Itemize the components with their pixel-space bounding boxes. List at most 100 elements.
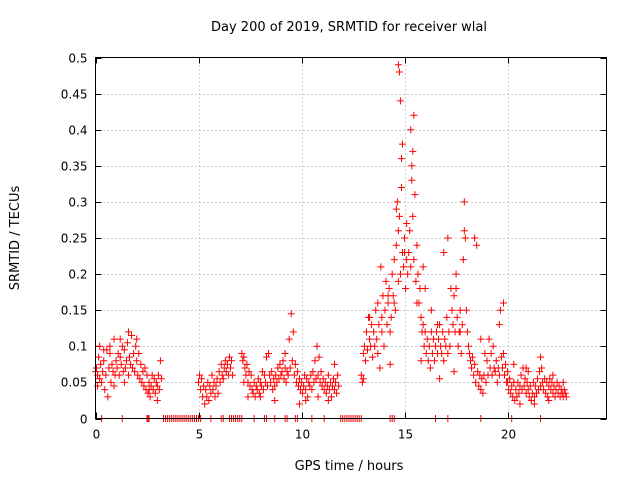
data-point [281, 350, 289, 358]
y-tick-label: 0.3 [68, 196, 87, 210]
y-tick-label: 0.35 [61, 160, 88, 174]
data-point [119, 368, 127, 376]
data-point [530, 400, 538, 408]
data-point [449, 321, 457, 329]
data-point [458, 321, 466, 329]
data-point [485, 335, 493, 343]
data-point [508, 382, 516, 390]
data-point [363, 346, 371, 354]
data-point [141, 364, 149, 372]
data-point [110, 382, 118, 390]
data-point [378, 328, 386, 336]
data-point [245, 368, 253, 376]
data-point [268, 368, 276, 376]
data-point [421, 285, 429, 293]
data-point [373, 335, 381, 343]
data-point [127, 360, 135, 368]
data-point [498, 364, 506, 372]
data-point [478, 375, 486, 383]
data-point [284, 371, 292, 379]
data-point [280, 375, 288, 383]
data-point [112, 357, 120, 365]
data-point [120, 378, 128, 386]
data-point [366, 313, 374, 321]
data-point [419, 263, 427, 271]
data-point [409, 147, 417, 155]
data-point [446, 342, 454, 350]
data-point [250, 378, 258, 386]
data-point [380, 342, 388, 350]
data-point [200, 382, 208, 390]
data-point [136, 375, 144, 383]
data-point [410, 256, 418, 264]
data-point [516, 400, 524, 408]
data-point [205, 396, 213, 404]
data-point [306, 382, 314, 390]
data-point [371, 342, 379, 350]
data-point [104, 393, 112, 401]
data-point [435, 335, 443, 343]
data-point [407, 126, 415, 134]
data-point [413, 299, 421, 307]
data-point [116, 335, 124, 343]
data-point [265, 350, 273, 358]
data-point [402, 285, 410, 293]
data-point [201, 400, 209, 408]
data-point [332, 378, 340, 386]
data-point [132, 342, 140, 350]
data-point [362, 328, 370, 336]
data-point [308, 386, 316, 394]
data-point [100, 357, 108, 365]
data-point [98, 378, 106, 386]
data-point [359, 350, 367, 358]
y-axis-tick-labels: 0 0.05 0.1 0.15 0.2 0.25 0.3 0.35 0.4 0.45 0.5 [61, 52, 88, 427]
data-point [240, 353, 248, 361]
data-point [456, 328, 464, 336]
data-point [383, 321, 391, 329]
data-point [274, 364, 282, 372]
data-point [533, 375, 541, 383]
data-point [401, 234, 409, 242]
data-point [210, 378, 218, 386]
data-point [434, 321, 442, 329]
data-point [302, 396, 310, 404]
data-point [523, 378, 531, 386]
data-point [562, 393, 570, 401]
data-point [129, 364, 137, 372]
data-point [109, 368, 117, 376]
data-point [293, 368, 301, 376]
data-point [521, 375, 529, 383]
data-point [214, 389, 222, 397]
chart-title: Day 200 of 2019, SRMTID for receiver wla… [211, 20, 487, 35]
data-point [271, 396, 279, 404]
data-point [322, 389, 330, 397]
data-point [219, 375, 227, 383]
data-point [385, 285, 393, 293]
data-point [450, 368, 458, 376]
data-point [264, 382, 272, 390]
data-point [150, 375, 158, 383]
data-point [315, 353, 323, 361]
data-point [410, 111, 418, 119]
data-point [417, 313, 425, 321]
data-point [93, 364, 101, 372]
data-point [479, 389, 487, 397]
data-point [276, 360, 284, 368]
data-point [307, 371, 315, 379]
data-point [483, 357, 491, 365]
x-tick-label: 15 [398, 428, 413, 442]
data-point [116, 353, 124, 361]
data-point [139, 368, 147, 376]
data-point [441, 335, 449, 343]
data-point [407, 263, 415, 271]
data-point [113, 364, 121, 372]
data-point [203, 393, 211, 401]
data-point [222, 368, 230, 376]
data-point [463, 328, 471, 336]
data-point [396, 97, 404, 105]
data-point [324, 371, 332, 379]
data-point [287, 310, 295, 318]
y-tick-label: 0.15 [61, 304, 88, 318]
data-point [148, 371, 156, 379]
data-point [249, 389, 257, 397]
